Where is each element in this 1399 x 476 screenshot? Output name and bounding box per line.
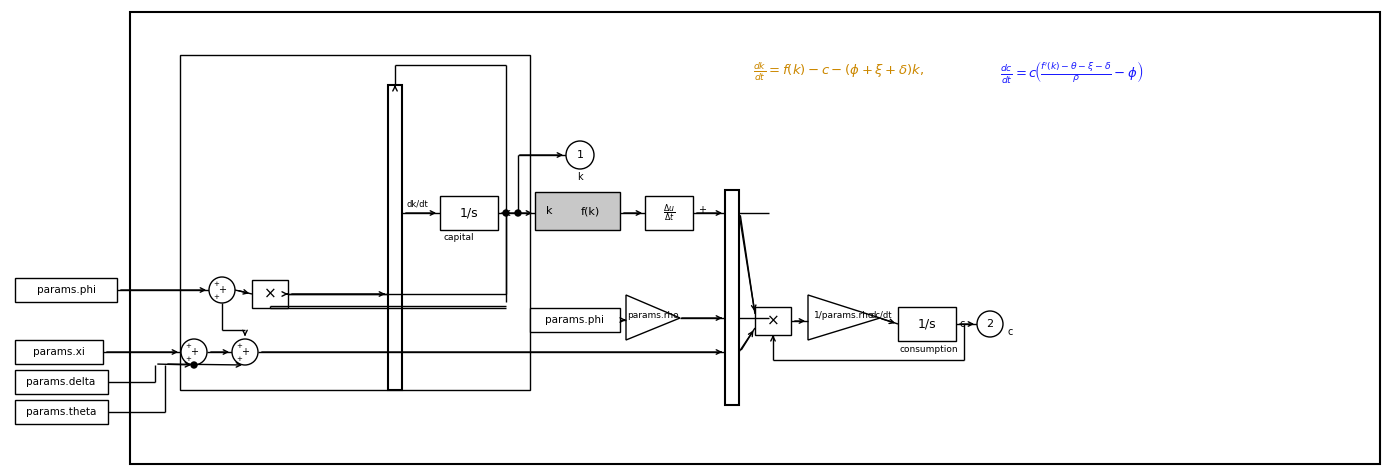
Text: $\frac{\Delta u}{\Delta t}$: $\frac{\Delta u}{\Delta t}$ bbox=[663, 202, 676, 224]
Text: k: k bbox=[578, 172, 583, 182]
Bar bbox=[725, 190, 739, 405]
Bar bbox=[180, 55, 530, 390]
Text: 2: 2 bbox=[986, 319, 993, 329]
Circle shape bbox=[232, 339, 257, 365]
Text: consumption: consumption bbox=[900, 345, 958, 354]
Text: +: + bbox=[236, 356, 242, 362]
Text: $\frac{dk}{dt} = f(k) - c - (\phi + \xi + \delta)k,$: $\frac{dk}{dt} = f(k) - c - (\phi + \xi … bbox=[753, 61, 925, 83]
Text: params.phi: params.phi bbox=[36, 285, 95, 295]
Polygon shape bbox=[625, 295, 680, 340]
Text: params.theta: params.theta bbox=[25, 407, 97, 417]
Text: ×: × bbox=[767, 314, 779, 328]
Text: c: c bbox=[1007, 327, 1013, 337]
Text: -: - bbox=[718, 346, 722, 358]
Text: c: c bbox=[960, 319, 965, 329]
Text: -: - bbox=[718, 311, 722, 325]
Text: +: + bbox=[213, 281, 218, 287]
Bar bbox=[130, 12, 1379, 464]
Circle shape bbox=[504, 210, 509, 216]
Text: capital: capital bbox=[443, 234, 474, 242]
Text: +: + bbox=[190, 347, 199, 357]
Bar bbox=[755, 307, 790, 335]
Text: +: + bbox=[698, 205, 706, 215]
Bar bbox=[534, 192, 620, 230]
Text: f(k): f(k) bbox=[581, 206, 600, 216]
Circle shape bbox=[208, 277, 235, 303]
Circle shape bbox=[977, 311, 1003, 337]
Text: k: k bbox=[546, 206, 553, 216]
Polygon shape bbox=[809, 295, 880, 340]
Bar bbox=[530, 308, 620, 332]
Bar bbox=[898, 307, 956, 341]
Text: params.delta: params.delta bbox=[27, 377, 95, 387]
Text: +: + bbox=[241, 347, 249, 357]
Bar bbox=[388, 85, 402, 390]
Text: 1/s: 1/s bbox=[460, 207, 478, 219]
Text: 1: 1 bbox=[576, 150, 583, 160]
Text: +: + bbox=[236, 343, 242, 349]
Text: +: + bbox=[218, 285, 227, 295]
Bar bbox=[252, 280, 288, 308]
Bar bbox=[15, 340, 104, 364]
Text: ×: × bbox=[263, 287, 277, 301]
Text: 1/s: 1/s bbox=[918, 317, 936, 330]
Text: -: - bbox=[381, 288, 385, 300]
Text: dc/dt: dc/dt bbox=[870, 310, 893, 319]
Bar bbox=[15, 400, 108, 424]
Circle shape bbox=[567, 141, 595, 169]
Text: +: + bbox=[185, 356, 190, 362]
Text: params.xi: params.xi bbox=[34, 347, 85, 357]
Text: $\frac{dc}{dt} = c\!\left(\frac{f^{\prime}(k) - \theta - \xi - \delta}{\rho} - \: $\frac{dc}{dt} = c\!\left(\frac{f^{\prim… bbox=[1000, 59, 1143, 85]
Text: params.phi: params.phi bbox=[546, 315, 604, 325]
Text: +: + bbox=[213, 294, 218, 300]
Bar bbox=[645, 196, 693, 230]
Text: dk/dt: dk/dt bbox=[406, 199, 428, 208]
Bar bbox=[15, 278, 118, 302]
Circle shape bbox=[180, 339, 207, 365]
Bar bbox=[15, 370, 108, 394]
Text: +: + bbox=[185, 343, 190, 349]
Bar bbox=[441, 196, 498, 230]
Circle shape bbox=[192, 362, 197, 368]
Circle shape bbox=[515, 210, 520, 216]
Text: 1/params.rho: 1/params.rho bbox=[814, 311, 874, 320]
Text: params.rho: params.rho bbox=[627, 311, 679, 320]
Text: k: k bbox=[504, 208, 509, 218]
